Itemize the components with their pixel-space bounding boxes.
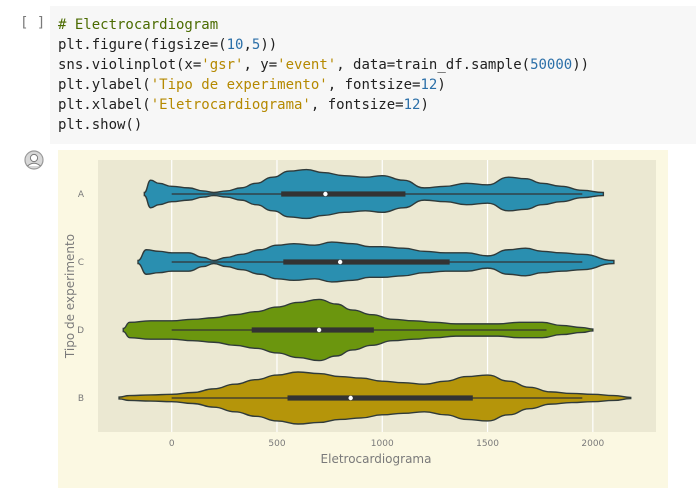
code-token: , data=train_df.sample( (336, 57, 531, 73)
code-line: plt.xlabel('Eletrocardiograma', fontsize… (58, 97, 429, 113)
code-token: 12 (403, 97, 421, 113)
iqr-box-B (287, 395, 473, 401)
x-tick-label: 1500 (476, 439, 499, 449)
code-text[interactable]: # Electrocardiogram plt.figure(figsize=(… (58, 15, 589, 135)
x-tick-label: 500 (268, 439, 285, 449)
code-token: # Electrocardiogram (58, 17, 219, 33)
median-A (323, 191, 328, 197)
cell-output: 0 500 1000 1500 2000 A C D B Eletrocardiograma T… (58, 150, 668, 488)
code-token: 12 (420, 77, 438, 93)
x-tick-label: 1000 (371, 439, 394, 449)
code-token: )) (260, 37, 278, 53)
y-tick-label: C (78, 258, 84, 268)
iqr-box-D (251, 327, 374, 333)
code-token: , (243, 37, 252, 53)
code-token: 'event' (277, 57, 337, 73)
code-line: plt.figure(figsize=(10,5)) (58, 37, 277, 53)
code-token: , fontsize= (327, 77, 421, 93)
violin-chart: 0 500 1000 1500 2000 A C D B Eletrocardiograma T… (63, 160, 656, 466)
x-axis-label: Eletrocardiograma (321, 452, 432, 466)
median-C (337, 259, 343, 265)
code-token: plt.show() (58, 117, 143, 133)
code-token: 'Eletrocardiograma' (150, 97, 311, 113)
y-tick-label: B (78, 394, 84, 404)
code-line: sns.violinplot(x='gsr', y='event', data=… (58, 57, 589, 73)
code-token: )) (572, 57, 590, 73)
code-line: # Electrocardiogram (58, 17, 218, 33)
iqr-box-C (283, 259, 450, 265)
code-token: ) (420, 97, 429, 113)
cell-prompt: [ ] (20, 15, 46, 31)
iqr-box-A (281, 191, 406, 197)
y-tick-label: D (77, 326, 84, 336)
code-token: 10 (226, 37, 244, 53)
y-tick-label: A (78, 190, 85, 200)
code-token: ) (437, 77, 446, 93)
code-token: plt.xlabel( (58, 97, 151, 113)
median-B (348, 395, 353, 401)
code-token: 'gsr' (201, 57, 244, 73)
code-token: , fontsize= (310, 97, 404, 113)
code-token: 50000 (530, 57, 573, 73)
code-token: 5 (251, 37, 261, 53)
code-line: plt.show() (58, 117, 142, 133)
code-token: , y= (243, 57, 278, 73)
code-cell-editor[interactable]: # Electrocardiogram plt.figure(figsize=(… (50, 6, 696, 144)
median-D (316, 327, 322, 333)
code-token: sns.violinplot(x= (58, 57, 202, 73)
code-line: plt.ylabel('Tipo de experimento', fontsi… (58, 77, 446, 93)
code-token: plt.figure(figsize=( (58, 37, 227, 53)
x-tick-label: 2000 (581, 439, 604, 449)
x-tick-label: 0 (169, 439, 175, 449)
output-avatar-icon (24, 150, 44, 170)
code-token: plt.ylabel( (58, 77, 151, 93)
y-axis-label: Tipo de experimento (63, 234, 77, 359)
code-token: 'Tipo de experimento' (150, 77, 328, 93)
